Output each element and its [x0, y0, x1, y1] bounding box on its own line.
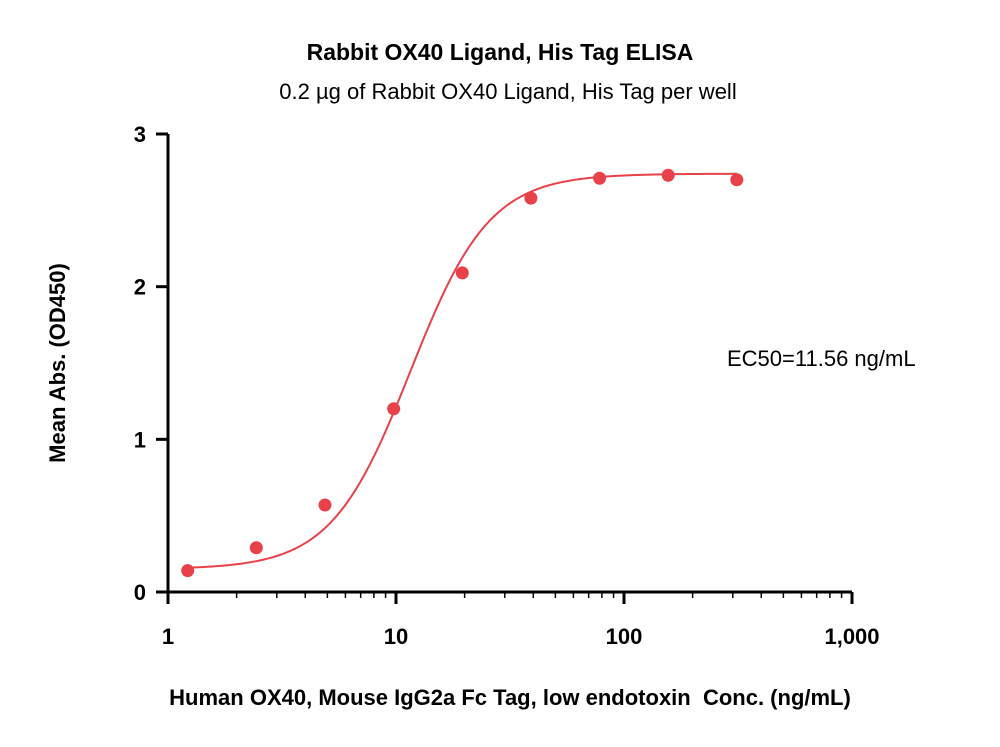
- x-axis-label: Human OX40, Mouse IgG2a Fc Tag, low endo…: [169, 685, 851, 710]
- data-point: [524, 191, 538, 205]
- x-tick-label: 100: [606, 624, 643, 649]
- y-tick-label: 3: [134, 122, 146, 147]
- fit-curve: [187, 172, 737, 569]
- data-point: [730, 173, 744, 187]
- data-points: [181, 168, 744, 578]
- x-tick-label: 1: [162, 624, 174, 649]
- data-point: [181, 564, 195, 578]
- y-axis-label: Mean Abs. (OD450): [45, 263, 70, 463]
- data-point: [318, 498, 332, 512]
- y-tick-label: 0: [134, 580, 146, 605]
- ec50-annotation: EC50=11.56 ng/mL: [727, 346, 916, 371]
- y-tick-label: 1: [134, 427, 146, 452]
- chart-subtitle: 0.2 µg of Rabbit OX40 Ligand, His Tag pe…: [279, 79, 736, 104]
- y-tick-label: 2: [134, 275, 146, 300]
- data-point: [661, 168, 675, 182]
- data-point: [249, 541, 263, 555]
- data-point: [593, 171, 607, 185]
- x-tick-label: 1,000: [824, 624, 879, 649]
- data-point: [387, 402, 401, 416]
- data-point: [455, 266, 469, 280]
- x-tick-label: 10: [384, 624, 408, 649]
- chart-title: Rabbit OX40 Ligand, His Tag ELISA: [307, 39, 694, 65]
